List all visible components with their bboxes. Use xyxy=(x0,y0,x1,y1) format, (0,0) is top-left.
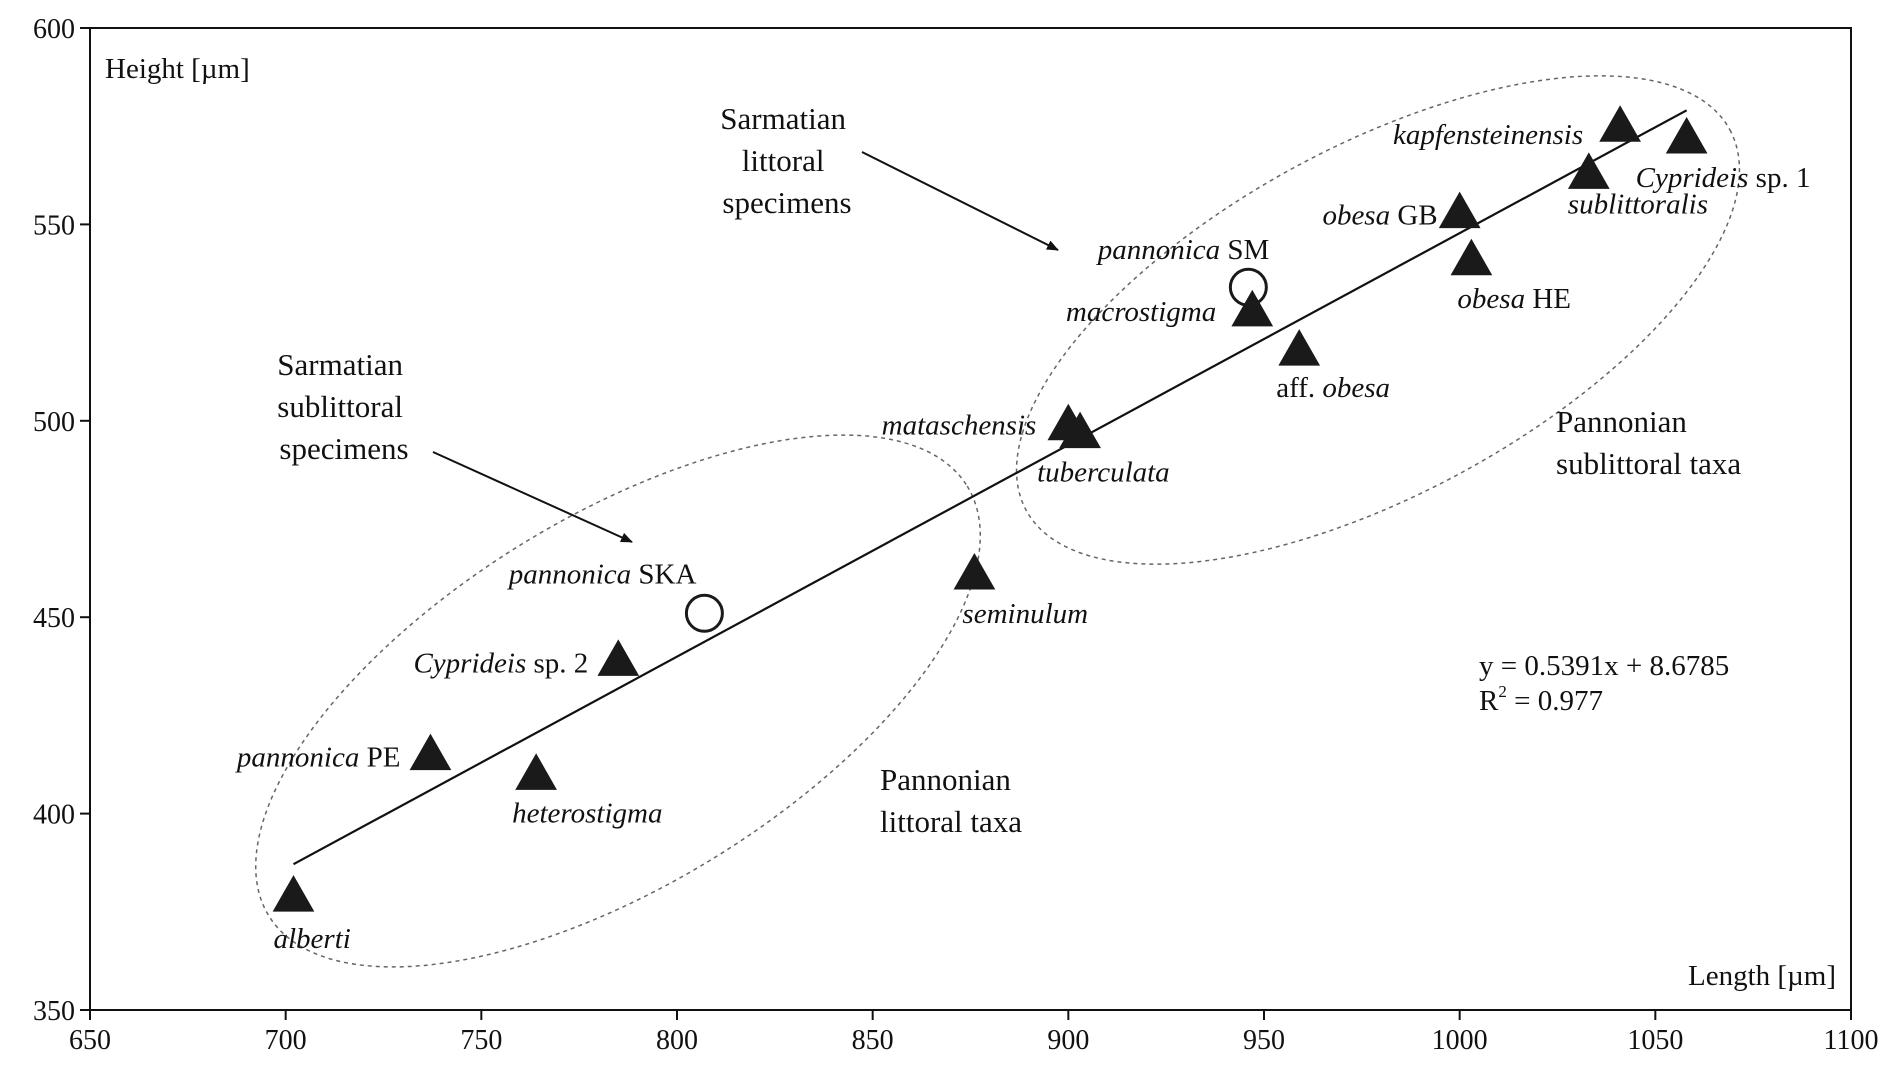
x-tick-label: 950 xyxy=(1243,1025,1285,1056)
x-axis-ticks: 650 700 750 800 850 900 950 1000 1050 1100 xyxy=(69,1010,1878,1056)
triangle-point-0-8 xyxy=(1278,329,1321,366)
point-label-0-12: kapfensteinensis xyxy=(1393,119,1583,151)
y-axis-title: Height [µm] xyxy=(105,53,250,85)
x-tick-label: 700 xyxy=(265,1025,307,1056)
x-tick-label: 1000 xyxy=(1432,1025,1488,1056)
point-label-0-2: heterostigma xyxy=(512,797,662,829)
y-tick-label: 600 xyxy=(33,14,75,45)
triangle-point-0-6 xyxy=(1059,411,1101,449)
littoral-annotation-arrow xyxy=(861,151,1059,251)
triangle-point-0-10 xyxy=(1450,238,1493,276)
littoral-taxa-label: Pannonian littoral taxa xyxy=(880,762,1022,839)
x-tick-label: 850 xyxy=(852,1025,894,1056)
point-label-0-13: Cyprideis sp. 1 xyxy=(1636,162,1811,194)
x-tick-label: 1100 xyxy=(1824,1025,1879,1056)
point-label-0-4: seminulum xyxy=(962,598,1088,630)
r-squared: R2 = 0.977 xyxy=(1479,682,1603,717)
point-label-0-5: mataschensis xyxy=(882,410,1037,442)
point-label-1-1: pannonica SM xyxy=(1096,234,1270,266)
littoral-taxa-ellipse xyxy=(254,434,982,968)
sublittoral-annotation-arrow xyxy=(432,451,633,543)
triangle-point-0-11 xyxy=(1567,152,1610,189)
circle-point-1-0 xyxy=(684,593,724,633)
y-axis-ticks: 350 400 450 500 550 600 xyxy=(33,14,90,1027)
y-tick-label: 550 xyxy=(33,210,75,241)
triangle-point-0-13 xyxy=(1665,116,1708,154)
y-tick-label: 450 xyxy=(33,603,75,634)
sublittoral-taxa-ellipse xyxy=(1015,75,1741,565)
triangle-point-0-2 xyxy=(515,753,557,790)
point-label-0-6: tuberculata xyxy=(1037,457,1170,489)
triangle-point-0-7 xyxy=(1231,289,1274,327)
triangle-point-0-0 xyxy=(272,875,315,912)
point-label-0-8: aff. obesa xyxy=(1276,372,1390,404)
x-tick-label: 650 xyxy=(69,1025,111,1056)
point-label-0-7: macrostigma xyxy=(1066,296,1216,328)
point-label-0-11: sublittoralis xyxy=(1568,188,1708,220)
sarmatian-sublittoral-annotation: Sarmatian sublittoral specimens xyxy=(277,347,410,466)
y-tick-label: 500 xyxy=(33,407,75,438)
x-tick-label: 750 xyxy=(460,1025,502,1056)
x-tick-label: 800 xyxy=(656,1025,698,1056)
triangle-point-0-3 xyxy=(597,639,640,676)
y-tick-label: 400 xyxy=(33,800,75,831)
data-markers xyxy=(272,105,1708,912)
sublittoral-taxa-label: Pannonian sublittoral taxa xyxy=(1556,404,1741,481)
x-axis-title: Length [µm] xyxy=(1688,960,1836,992)
point-label-0-0: alberti xyxy=(273,923,350,955)
data-labels: alberti pannonica PE heterostigma Cyprideis… xyxy=(235,119,1811,955)
triangle-point-0-4 xyxy=(953,552,996,590)
point-label-0-3: Cyprideis sp. 2 xyxy=(413,647,588,679)
regression-line xyxy=(292,109,1688,866)
point-label-0-10: obesa HE xyxy=(1457,283,1571,315)
plot-frame xyxy=(89,27,1852,1011)
triangle-point-0-12 xyxy=(1599,105,1641,142)
point-label-0-1: pannonica PE xyxy=(235,742,401,774)
triangle-point-0-1 xyxy=(409,733,452,771)
sarmatian-littoral-annotation: Sarmatian littoral specimens xyxy=(720,101,853,220)
point-label-0-9: obesa GB xyxy=(1322,200,1437,232)
triangle-point-0-9 xyxy=(1438,191,1481,229)
point-label-1-0: pannonica SKA xyxy=(507,558,697,590)
regression-equation: y = 0.5391x + 8.6785 xyxy=(1479,650,1729,682)
x-tick-label: 1050 xyxy=(1627,1025,1683,1056)
y-tick-label: 350 xyxy=(33,996,75,1027)
x-tick-label: 900 xyxy=(1047,1025,1089,1056)
circle-point-1-1 xyxy=(1228,267,1268,307)
